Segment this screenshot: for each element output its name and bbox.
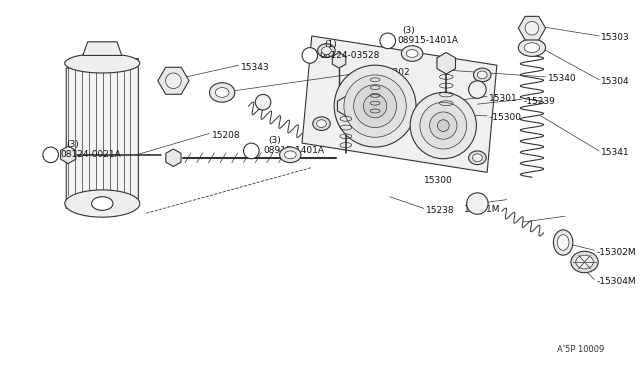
Text: W: W (248, 148, 255, 154)
Circle shape (525, 21, 539, 35)
Ellipse shape (477, 71, 487, 79)
Circle shape (410, 93, 476, 159)
Text: 15301M: 15301M (464, 205, 500, 214)
Text: (1): (1) (324, 40, 337, 49)
Circle shape (344, 75, 406, 137)
Ellipse shape (401, 46, 423, 61)
Text: 15301: 15301 (489, 94, 518, 103)
Circle shape (467, 193, 488, 214)
Ellipse shape (518, 39, 545, 57)
Ellipse shape (554, 230, 573, 255)
Text: -15304M: -15304M (596, 277, 636, 286)
Ellipse shape (313, 117, 330, 131)
Circle shape (420, 102, 467, 149)
Ellipse shape (474, 68, 491, 82)
Text: 15340: 15340 (548, 74, 576, 83)
Text: (3): (3) (403, 26, 415, 35)
Text: B: B (307, 52, 312, 58)
Ellipse shape (215, 87, 229, 97)
Circle shape (354, 85, 397, 128)
Ellipse shape (317, 44, 335, 57)
Polygon shape (67, 58, 138, 208)
Text: B: B (48, 152, 53, 158)
Text: 15341: 15341 (601, 148, 630, 157)
Text: 15238: 15238 (426, 206, 454, 215)
Text: W: W (384, 38, 392, 44)
Circle shape (429, 112, 457, 139)
Polygon shape (83, 42, 122, 55)
Circle shape (302, 48, 317, 63)
Ellipse shape (571, 251, 598, 273)
Text: 15304: 15304 (601, 77, 630, 86)
Circle shape (438, 120, 449, 131)
Circle shape (468, 81, 486, 98)
Text: -15302M: -15302M (596, 248, 636, 257)
Circle shape (244, 143, 259, 159)
Text: 15343: 15343 (241, 62, 269, 72)
Circle shape (43, 147, 58, 163)
Ellipse shape (472, 154, 483, 162)
Text: 15300: 15300 (424, 176, 452, 185)
Ellipse shape (576, 255, 593, 269)
Text: -15239: -15239 (523, 97, 555, 106)
Ellipse shape (280, 147, 301, 163)
Circle shape (364, 94, 387, 118)
Text: 08915-1401A: 08915-1401A (263, 147, 324, 155)
Circle shape (255, 94, 271, 110)
Ellipse shape (321, 46, 332, 54)
Ellipse shape (557, 235, 569, 250)
Ellipse shape (406, 49, 418, 57)
Circle shape (334, 65, 416, 147)
Text: 15302: 15302 (382, 67, 410, 77)
Ellipse shape (317, 120, 326, 128)
Ellipse shape (65, 190, 140, 217)
Ellipse shape (524, 43, 540, 52)
Circle shape (380, 33, 396, 49)
Circle shape (166, 73, 181, 89)
Ellipse shape (468, 151, 486, 164)
Text: A'5P 10009: A'5P 10009 (557, 345, 604, 354)
Text: 15303: 15303 (601, 33, 630, 42)
Text: (3): (3) (268, 136, 281, 145)
Ellipse shape (285, 151, 296, 159)
Text: 08124-0021A: 08124-0021A (60, 150, 121, 159)
Ellipse shape (92, 197, 113, 210)
Text: (3): (3) (67, 140, 79, 148)
Ellipse shape (209, 83, 235, 102)
Polygon shape (302, 36, 497, 172)
Text: 08124-03528: 08124-03528 (319, 51, 380, 60)
Text: 08915-1401A: 08915-1401A (397, 36, 458, 45)
Text: -15300: -15300 (489, 113, 521, 122)
Text: 15208: 15208 (212, 131, 241, 140)
Ellipse shape (65, 54, 140, 73)
